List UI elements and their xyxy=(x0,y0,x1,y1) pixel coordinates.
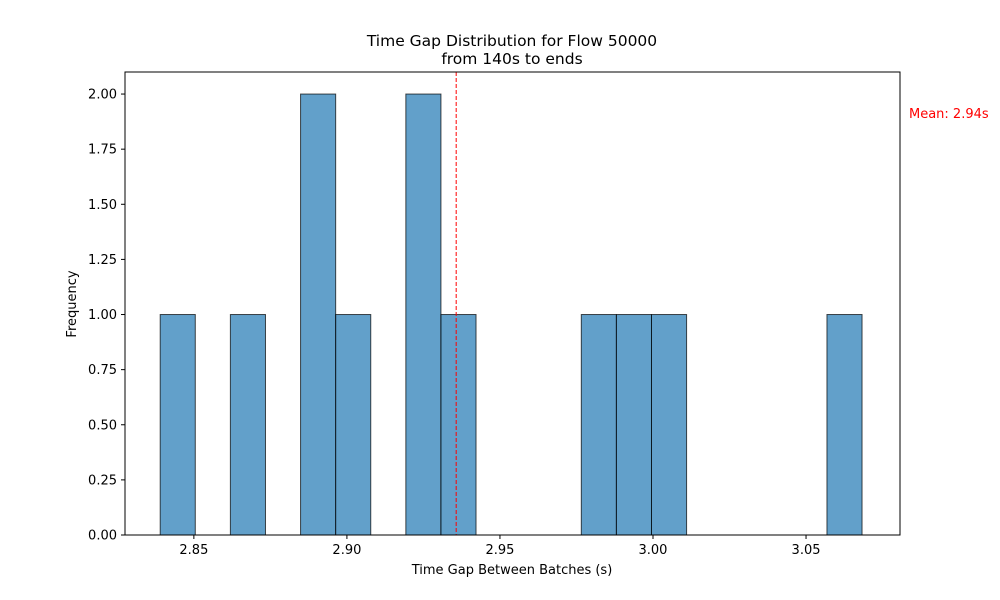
plot-frame xyxy=(124,71,901,536)
histogram-bar xyxy=(650,314,688,536)
y-tick-label: 0.00 xyxy=(88,529,117,544)
y-tick-label: 1.75 xyxy=(88,143,117,158)
x-axis-label: Time Gap Between Batches (s) xyxy=(411,563,613,578)
y-tick-label: 2.00 xyxy=(88,88,117,103)
histogram-bar xyxy=(335,314,372,536)
y-tick-label: 0.50 xyxy=(88,418,117,433)
x-tick-label: 3.05 xyxy=(792,543,821,558)
y-tick-label: 1.50 xyxy=(88,198,117,213)
histogram-bar xyxy=(159,314,196,536)
x-tick-label: 2.95 xyxy=(485,543,514,558)
histogram-bar xyxy=(405,93,442,536)
title-block: Time Gap Distribution for Flow 50000 fro… xyxy=(366,32,657,68)
x-tick-label: 2.90 xyxy=(332,543,361,558)
chart-title: Time Gap Distribution for Flow 50000 xyxy=(366,32,657,50)
histogram-bar xyxy=(300,93,337,536)
histogram-bar xyxy=(826,314,863,536)
histogram-bar xyxy=(615,314,652,536)
histogram-bar xyxy=(229,314,266,536)
y-axis-ticks: 0.00 0.25 0.50 0.75 1.00 1.25 1.50 1.75 2.00 xyxy=(88,88,125,544)
chart-subtitle: from 140s to ends xyxy=(441,50,582,68)
histogram-bar xyxy=(440,314,477,536)
histogram-bar xyxy=(580,314,617,536)
y-tick-label: 0.75 xyxy=(88,363,117,378)
x-tick-label: 2.85 xyxy=(179,543,208,558)
y-tick-label: 1.00 xyxy=(88,308,117,323)
mean-label: Mean: 2.94s xyxy=(909,107,989,122)
y-axis-label: Frequency xyxy=(65,270,80,337)
x-axis-ticks: 2.85 2.90 2.95 3.00 3.05 xyxy=(179,535,821,558)
bars-group xyxy=(159,93,863,536)
y-tick-label: 0.25 xyxy=(88,473,117,488)
x-tick-label: 3.00 xyxy=(639,543,668,558)
y-tick-label: 1.25 xyxy=(88,253,117,268)
